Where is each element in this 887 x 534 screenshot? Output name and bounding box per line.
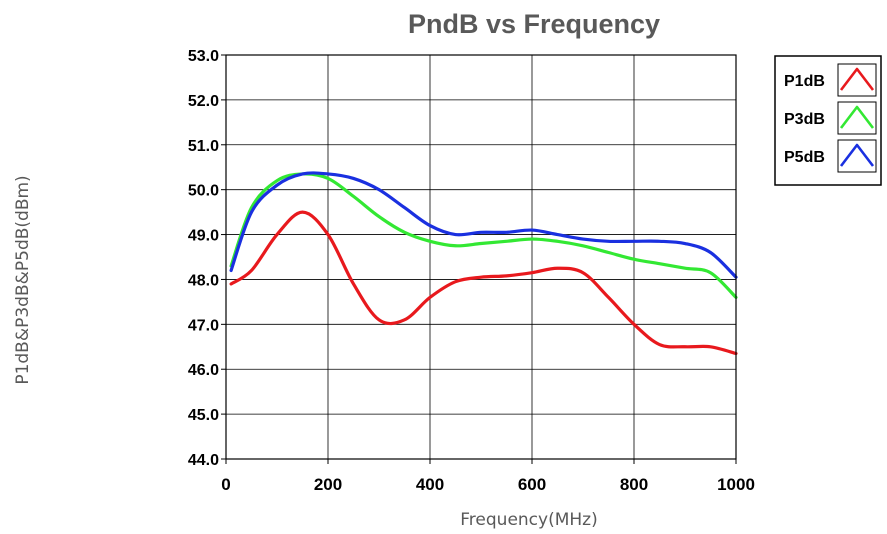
series-lines: [229, 171, 738, 356]
y-tick-label: 46.0: [188, 362, 219, 379]
x-tick-label: 200: [314, 475, 342, 494]
x-tick-label: 800: [620, 475, 648, 494]
y-tick-label: 52.0: [188, 93, 219, 110]
y-tick-label: 44.0: [188, 452, 219, 469]
series-line-p3db: [229, 172, 738, 299]
series-line-p5db: [229, 171, 738, 279]
grid: [221, 54, 737, 464]
x-tick-label: 0: [221, 475, 230, 494]
tick-labels: 44.0 45.0 46.0 47.0 48.0 49.0 50.0 51.0 52.0 53.0…: [188, 48, 755, 494]
y-tick-label: 47.0: [188, 317, 219, 334]
y-tick-label: 48.0: [188, 272, 219, 289]
legend-label: P5dB: [784, 149, 825, 166]
x-tick-label: 400: [416, 475, 444, 494]
legend-swatch-p5db: [839, 143, 875, 167]
y-tick-label: 53.0: [188, 48, 219, 65]
series-line-p1db: [229, 210, 738, 356]
chart-title: PndB vs Frequency: [408, 9, 660, 39]
y-tick-label: 51.0: [188, 138, 219, 155]
legend: P1dB P3dB P5dB: [774, 55, 882, 186]
y-tick-label: 49.0: [188, 228, 219, 245]
plot-frame: [225, 54, 737, 460]
y-tick-label: 50.0: [188, 183, 219, 200]
x-axis-label: Frequency(MHz): [460, 510, 597, 530]
legend-swatch-p3db: [839, 105, 875, 129]
legend-label: P3dB: [784, 111, 825, 128]
legend-swatch-p1db: [839, 67, 875, 91]
y-axis-label: P1dB&P3dB&P5dB(dBm): [13, 175, 33, 384]
x-tick-label: 1000: [717, 475, 755, 494]
y-tick-label: 45.0: [188, 407, 219, 424]
x-tick-label: 600: [518, 475, 546, 494]
legend-label: P1dB: [784, 73, 825, 90]
